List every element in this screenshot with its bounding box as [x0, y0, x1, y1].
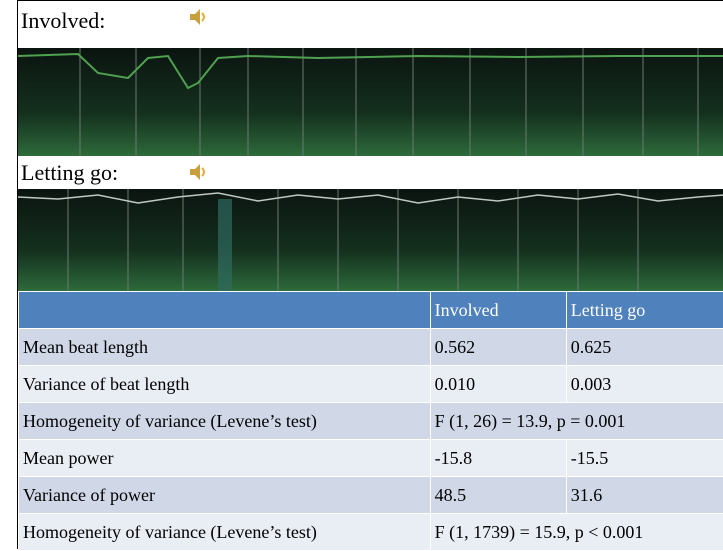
table-cell: Involved: [430, 292, 566, 329]
table-cell: Homogeneity of variance (Levene’s test): [19, 403, 431, 440]
table-cell: F (1, 1739) = 15.9, p < 0.001: [430, 514, 723, 551]
table-cell: Mean power: [19, 440, 431, 477]
table-cell: 0.562: [430, 329, 566, 366]
section-label: Letting go:: [18, 156, 723, 189]
spectrogram: [18, 189, 723, 291]
table-cell: 0.625: [566, 329, 723, 366]
table-cell: -15.8: [430, 440, 566, 477]
table-cell: 31.6: [566, 477, 723, 514]
table-cell: [19, 292, 431, 329]
label-text: Involved:: [21, 8, 105, 33]
table-cell: F (1, 26) = 13.9, p = 0.001: [430, 403, 723, 440]
label-text: Letting go:: [21, 160, 118, 185]
table-row: Mean power-15.8-15.5: [19, 440, 723, 477]
table-cell: Mean beat length: [19, 329, 431, 366]
speaker-icon[interactable]: [188, 8, 208, 26]
table-cell: Homogeneity of variance (Levene’s test): [19, 514, 431, 551]
table-row: Homogeneity of variance (Levene’s test)F…: [19, 514, 723, 551]
table-cell: -15.5: [566, 440, 723, 477]
table-cell: 48.5: [430, 477, 566, 514]
table-cell: Letting go: [566, 292, 723, 329]
table-cell: Variance of power: [19, 477, 431, 514]
table-cell: 0.003: [566, 366, 723, 403]
section-label: Involved:: [18, 1, 723, 48]
table-cell: 0.010: [430, 366, 566, 403]
table-row: Homogeneity of variance (Levene’s test)F…: [19, 403, 723, 440]
speaker-icon[interactable]: [188, 163, 208, 181]
table-cell: Variance of beat length: [19, 366, 431, 403]
spectrogram: [18, 48, 723, 156]
